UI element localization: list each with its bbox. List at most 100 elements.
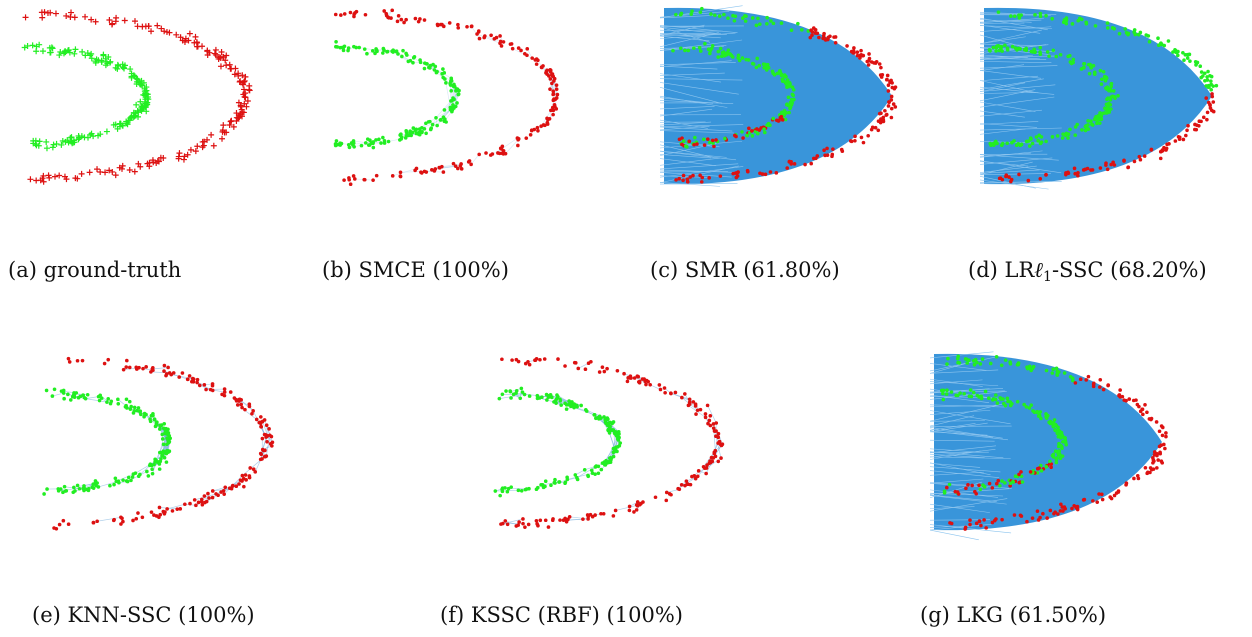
data-point (867, 56, 872, 61)
data-point (435, 69, 439, 74)
data-point (240, 473, 245, 478)
data-point (509, 396, 513, 400)
data-point (142, 92, 149, 99)
data-point (334, 139, 339, 143)
data-point (1061, 20, 1066, 25)
data-point (524, 136, 529, 140)
data-point (991, 398, 995, 402)
data-point (813, 31, 818, 35)
graph-edges (47, 367, 273, 525)
data-point (607, 424, 612, 429)
data-point (509, 485, 513, 489)
data-point (1131, 398, 1136, 403)
data-point (1205, 75, 1209, 79)
data-point (1204, 96, 1209, 100)
data-point (139, 103, 146, 110)
data-point (792, 162, 797, 166)
data-point (154, 421, 159, 425)
data-point (822, 148, 826, 152)
data-point (743, 19, 748, 23)
data-point (1035, 509, 1040, 513)
data-point (717, 14, 722, 18)
data-point (1116, 93, 1120, 98)
data-point (1082, 497, 1087, 502)
data-point (241, 86, 248, 93)
data-point (576, 366, 581, 371)
edge (979, 80, 1037, 93)
data-point (229, 486, 234, 491)
data-point (264, 423, 269, 428)
data-point (597, 370, 602, 374)
data-point (688, 482, 693, 487)
data-point (1008, 400, 1013, 404)
data-point (152, 417, 157, 422)
edge (659, 130, 735, 134)
data-point (763, 172, 768, 177)
data-point (714, 138, 718, 142)
data-point (1044, 412, 1048, 416)
data-point (719, 54, 724, 59)
data-point (653, 495, 658, 500)
data-point (489, 33, 493, 38)
data-point (165, 442, 169, 447)
data-point (187, 146, 194, 153)
data-point (137, 365, 141, 370)
data-point (262, 454, 267, 459)
data-point (126, 475, 131, 480)
data-point (968, 518, 972, 522)
data-point (166, 427, 170, 432)
data-point (151, 368, 155, 373)
data-point (78, 170, 85, 177)
data-point (1106, 96, 1110, 101)
data-point (1156, 458, 1160, 462)
edge (505, 139, 519, 154)
data-point (419, 171, 424, 175)
data-point (575, 477, 580, 482)
data-point (716, 49, 721, 54)
data-point (822, 31, 826, 36)
data-point (538, 518, 543, 523)
data-point (1149, 416, 1154, 421)
data-point (881, 118, 886, 122)
data-point (108, 483, 112, 488)
data-point (98, 57, 105, 64)
caption-d-suffix: -SSC (68.20%) (1051, 258, 1207, 282)
data-point (683, 48, 687, 53)
data-point (1138, 157, 1143, 162)
data-point (29, 42, 36, 49)
data-point (582, 468, 587, 472)
data-point (443, 77, 447, 81)
data-point (963, 525, 968, 530)
data-point (703, 466, 707, 471)
data-point (247, 475, 252, 480)
data-point (859, 48, 863, 53)
data-point (422, 66, 427, 71)
data-point (1033, 13, 1037, 17)
data-point (840, 149, 845, 154)
data-point (712, 144, 716, 149)
data-point (685, 177, 690, 182)
data-point (869, 60, 874, 64)
data-point (157, 505, 162, 510)
data-point (382, 9, 387, 13)
data-point (75, 358, 80, 363)
data-point (681, 139, 686, 143)
data-point (788, 103, 792, 108)
data-point (563, 401, 567, 406)
data-point (1156, 36, 1160, 40)
data-point (1032, 47, 1036, 52)
data-point (611, 428, 616, 433)
data-point (613, 449, 617, 453)
data-point (1038, 52, 1043, 57)
data-point (1084, 378, 1089, 382)
data-point (1185, 56, 1190, 60)
data-point (760, 172, 765, 176)
data-point (870, 125, 875, 130)
data-point (208, 387, 213, 392)
data-point (1002, 401, 1006, 406)
data-point (889, 98, 894, 102)
data-point (1056, 512, 1060, 516)
data-point (1068, 374, 1073, 379)
data-point (714, 434, 718, 439)
data-point (506, 486, 511, 491)
